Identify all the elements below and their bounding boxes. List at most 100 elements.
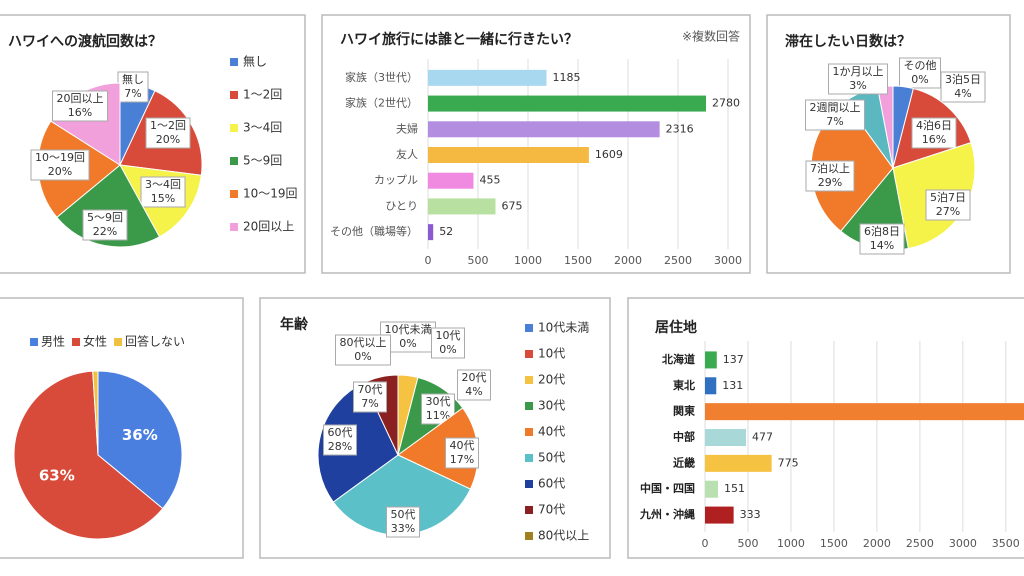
slice-label-category: 3泊5日 <box>945 73 981 86</box>
slice-label-value: 27% <box>936 205 960 218</box>
category-label: 家族（3世代） <box>345 70 418 84</box>
value-label: 2780 <box>712 97 740 110</box>
x-tick-label: 2000 <box>863 537 891 550</box>
category-label: 北海道 <box>662 352 695 366</box>
value-label: 333 <box>740 508 761 521</box>
bar <box>705 480 718 498</box>
slice-label-category: その他 <box>904 59 937 72</box>
legend-label: 女性 <box>83 334 107 349</box>
x-tick-label: 500 <box>468 254 489 267</box>
slice-label-value: 7% <box>361 397 378 410</box>
slice-label-category: 無し <box>122 72 144 86</box>
slice-label-category: 10代未満 <box>385 323 432 336</box>
slice-label-value: 3% <box>849 79 866 92</box>
slice-label-value: 33% <box>391 522 415 535</box>
x-tick-label: 2000 <box>614 254 642 267</box>
legend-label: 50代 <box>538 451 565 465</box>
category-label: 関東 <box>673 404 696 418</box>
bar <box>428 224 434 241</box>
bar <box>428 121 660 138</box>
x-tick-label: 500 <box>737 537 758 550</box>
value-label: 775 <box>778 456 799 469</box>
category-label: 夫婦 <box>396 121 418 135</box>
legend-swatch <box>230 91 238 99</box>
pie-slice <box>317 381 399 503</box>
legend-label: 10代未満 <box>538 321 589 335</box>
slice-label-category: 60代 <box>328 426 353 439</box>
legend-swatch <box>72 338 81 346</box>
slice-label-category: 40代 <box>450 439 475 452</box>
x-tick-label: 2500 <box>906 537 934 550</box>
category-label: その他（職場等） <box>330 224 418 238</box>
slice-label-category: 4泊6日 <box>916 119 952 132</box>
slice-label-value: 14% <box>870 239 894 252</box>
x-tick-label: 2500 <box>664 254 692 267</box>
legend-swatch <box>525 506 533 514</box>
legend-label: 10代 <box>538 347 565 361</box>
legend-label: 10〜19回 <box>243 187 298 201</box>
legend-label: 回答しない <box>125 334 185 349</box>
legend-label: 70代 <box>538 503 565 517</box>
slice-label-value: 11% <box>426 409 450 422</box>
label-box <box>145 117 191 149</box>
value-label: 52 <box>439 225 453 238</box>
slice-label-category: 20代 <box>462 371 487 384</box>
x-tick-label: 1500 <box>820 537 848 550</box>
legend-label: 30代 <box>538 399 565 413</box>
slice-label-value: 16% <box>922 133 946 146</box>
label-box <box>940 71 986 103</box>
bar <box>705 454 772 472</box>
chart-title: 年齢 <box>280 316 309 333</box>
label-box <box>899 57 941 89</box>
label-box <box>925 189 971 221</box>
slice-label-value: 20% <box>48 165 72 178</box>
label-box <box>457 369 491 401</box>
label-box <box>445 437 479 469</box>
slice-label-value: 22% <box>93 225 117 238</box>
legend-swatch <box>525 402 533 410</box>
category-label: 中国・四国 <box>640 481 695 495</box>
legend-label: 60代 <box>538 477 565 491</box>
slice-label-category: 10代 <box>436 329 461 342</box>
chart-title: 滞在したい日数は？ <box>785 33 911 50</box>
value-label: 1185 <box>553 71 581 84</box>
bar <box>705 377 717 395</box>
label-box <box>353 381 387 413</box>
legend-swatch <box>230 223 238 231</box>
slice-label-category: 10〜19回 <box>35 151 85 164</box>
label-box <box>911 117 957 149</box>
label-box <box>140 176 186 208</box>
label-box <box>386 506 420 538</box>
legend-swatch <box>525 324 533 332</box>
legend-label: 40代 <box>538 425 565 439</box>
slice-label-category: 5泊7日 <box>930 191 966 204</box>
legend-swatch <box>114 338 123 346</box>
bar <box>428 172 474 189</box>
value-label: 137 <box>723 353 744 366</box>
value-label: 1609 <box>595 148 623 161</box>
legend-swatch <box>525 532 533 540</box>
x-tick-label: 1000 <box>777 537 805 550</box>
slice-label-category: 1か月以上 <box>833 65 884 78</box>
slice-label-value: 20% <box>156 133 180 146</box>
slice-label-value: 17% <box>450 453 474 466</box>
legend-label: 1〜2回 <box>243 88 282 102</box>
slice-label-value: 0% <box>439 343 456 356</box>
label-box <box>828 63 888 95</box>
category-label: 近畿 <box>673 455 695 469</box>
pie-slice <box>56 164 161 248</box>
chart-title: ハワイへの渡航回数は？ <box>8 33 162 50</box>
slice-label-value: 0% <box>354 350 371 363</box>
legend-swatch <box>30 338 38 346</box>
slice-label-category: 6泊8日 <box>864 225 900 238</box>
slice-label-category: 3〜4回 <box>145 178 181 191</box>
slice-label: 36% <box>122 426 158 444</box>
slice-label-category: 50代 <box>391 508 416 521</box>
value-label: 2316 <box>666 122 694 135</box>
x-tick-label: 3000 <box>949 537 977 550</box>
x-tick-label: 1000 <box>514 254 542 267</box>
legend-swatch <box>525 454 533 462</box>
slice-label-value: 16% <box>68 106 92 119</box>
legend-label: 20回以上 <box>243 220 294 234</box>
